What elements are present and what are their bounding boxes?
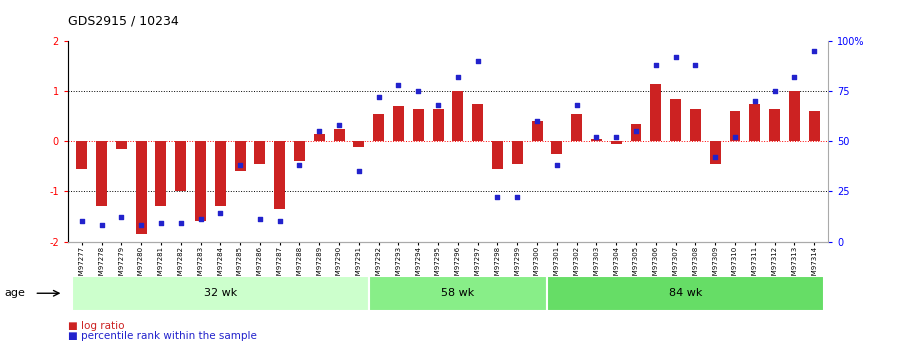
Bar [234, 141, 245, 171]
Bar [334, 129, 345, 141]
Point [332, 123, 347, 128]
Point [669, 55, 683, 60]
Bar [671, 99, 681, 141]
Bar [96, 141, 107, 206]
Bar [76, 141, 87, 169]
Bar [547, 276, 824, 310]
Bar [651, 84, 662, 141]
Bar [452, 91, 463, 141]
Point [471, 59, 485, 64]
Point [391, 83, 405, 88]
Bar [71, 276, 369, 310]
Bar [176, 141, 186, 191]
Bar [116, 141, 127, 149]
Bar [551, 141, 562, 154]
Bar [492, 141, 503, 169]
Point [510, 195, 525, 200]
Point [94, 223, 109, 228]
Bar [294, 141, 305, 161]
Bar [749, 104, 760, 141]
Bar [809, 111, 820, 141]
Point [272, 219, 287, 224]
Point [688, 63, 702, 68]
Point [194, 217, 208, 222]
Text: GDS2915 / 10234: GDS2915 / 10234 [68, 14, 178, 28]
Bar [571, 114, 582, 141]
Bar [631, 124, 642, 141]
Point [411, 89, 425, 94]
Point [213, 211, 227, 216]
Text: ■ percentile rank within the sample: ■ percentile rank within the sample [68, 332, 257, 341]
Point [491, 195, 505, 200]
Bar [512, 141, 523, 164]
Point [74, 219, 89, 224]
Point [431, 103, 445, 108]
Text: age: age [5, 288, 25, 298]
Point [174, 221, 188, 226]
Bar [472, 104, 483, 141]
Point [233, 163, 247, 168]
Point [649, 63, 663, 68]
Point [549, 163, 564, 168]
Point [371, 95, 386, 100]
Point [767, 89, 782, 94]
Point [787, 75, 802, 80]
Point [114, 215, 129, 220]
Point [451, 75, 465, 80]
Text: 58 wk: 58 wk [442, 288, 474, 298]
Text: 84 wk: 84 wk [669, 288, 702, 298]
Text: 32 wk: 32 wk [204, 288, 237, 298]
Point [529, 119, 544, 124]
Point [134, 223, 148, 228]
Bar [690, 109, 700, 141]
Point [708, 155, 722, 160]
Point [807, 49, 822, 54]
Point [629, 129, 643, 134]
Bar [254, 141, 265, 164]
Point [154, 221, 168, 226]
Point [748, 99, 762, 104]
Bar [789, 91, 800, 141]
Bar [195, 141, 206, 221]
Bar [214, 141, 225, 206]
Bar [591, 139, 602, 141]
Bar [369, 276, 547, 310]
Point [292, 163, 307, 168]
Bar [393, 106, 404, 141]
Bar [136, 141, 147, 234]
Point [569, 103, 584, 108]
Bar [729, 111, 740, 141]
Bar [710, 141, 720, 164]
Point [589, 135, 604, 140]
Point [252, 217, 267, 222]
Bar [611, 141, 622, 144]
Point [352, 169, 367, 174]
Bar [413, 109, 424, 141]
Bar [354, 141, 365, 147]
Text: ■ log ratio: ■ log ratio [68, 321, 124, 331]
Bar [274, 141, 285, 209]
Point [728, 135, 742, 140]
Bar [314, 134, 325, 141]
Bar [769, 109, 780, 141]
Bar [156, 141, 167, 206]
Bar [531, 121, 542, 141]
Point [609, 135, 624, 140]
Point [312, 129, 327, 134]
Bar [373, 114, 384, 141]
Bar [433, 109, 443, 141]
